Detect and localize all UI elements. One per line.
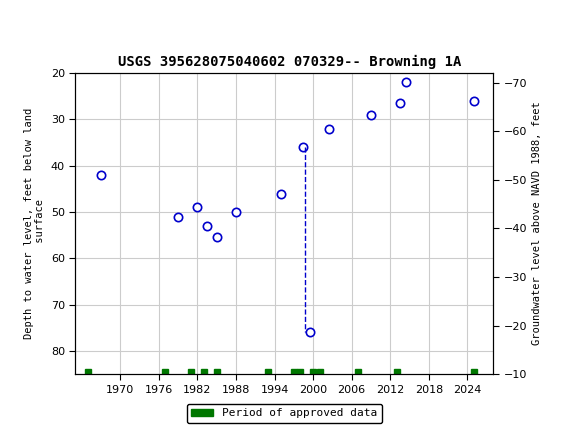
Text: USGS 395628075040602 070329-- Browning 1A: USGS 395628075040602 070329-- Browning 1…	[118, 55, 462, 69]
Y-axis label: Groundwater level above NAVD 1988, feet: Groundwater level above NAVD 1988, feet	[532, 102, 542, 345]
Y-axis label: Depth to water level, feet below land
 surface: Depth to water level, feet below land su…	[24, 108, 45, 339]
Legend: Period of approved data: Period of approved data	[187, 404, 382, 423]
Text: ▓USGS: ▓USGS	[6, 13, 72, 39]
